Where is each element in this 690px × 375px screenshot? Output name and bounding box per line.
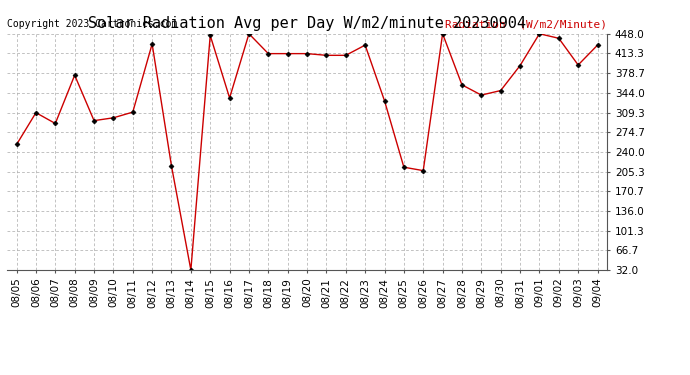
Text: Copyright 2023 Cartronics.com: Copyright 2023 Cartronics.com [7, 19, 177, 29]
Title: Solar Radiation Avg per Day W/m2/minute 20230904: Solar Radiation Avg per Day W/m2/minute … [88, 16, 526, 31]
Text: Radiation  (W/m2/Minute): Radiation (W/m2/Minute) [445, 19, 607, 29]
